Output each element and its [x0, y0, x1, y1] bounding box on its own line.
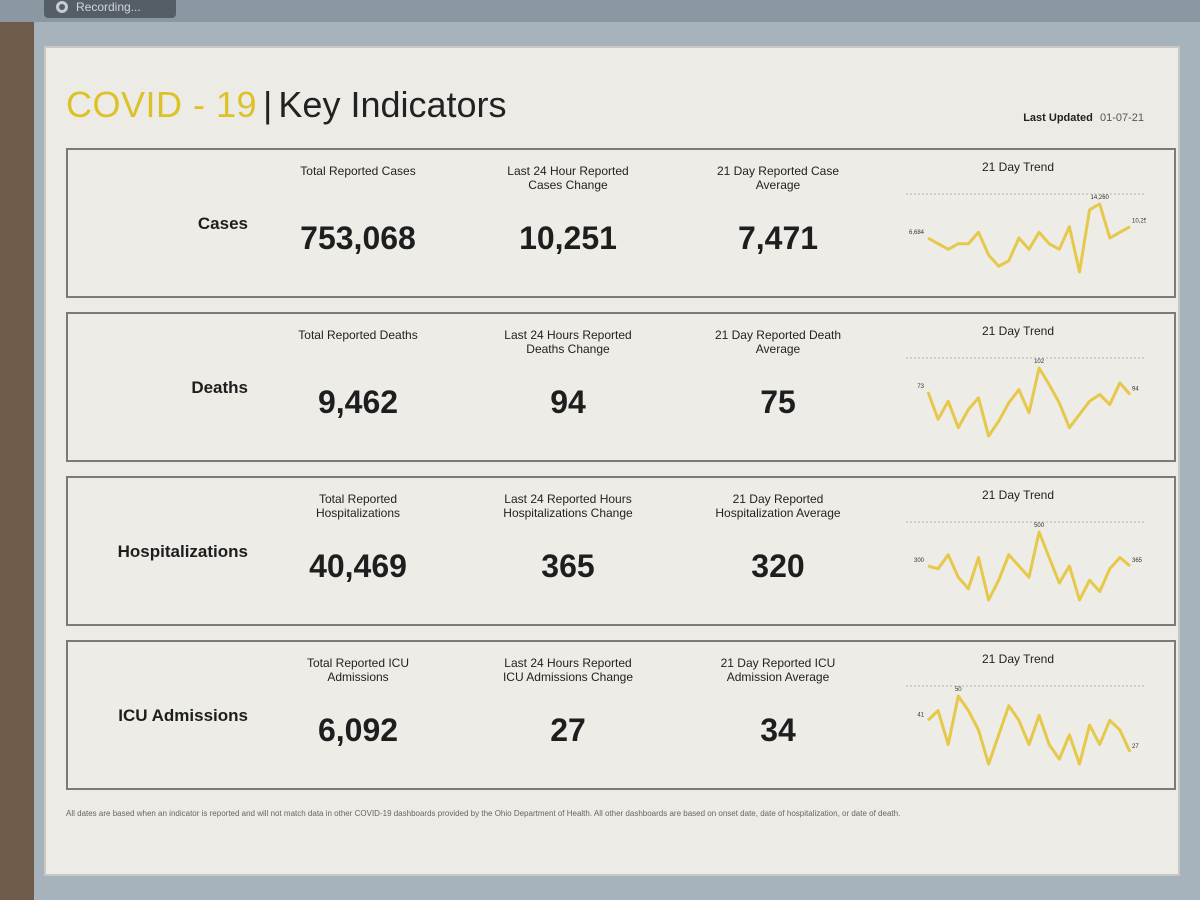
- trend-line: [926, 694, 1132, 766]
- trend-title: 21 Day Trend: [981, 324, 1055, 338]
- trend-start-label: 73: [917, 384, 924, 390]
- footnote: All dates are based when an indicator is…: [66, 809, 901, 818]
- recording-indicator[interactable]: Recording...: [44, 0, 176, 18]
- title-key-indicators: Key Indicators: [278, 84, 507, 125]
- indicator-panel-hospitalizations: Hospitalizations Total Reported Hospitaliz…: [66, 476, 1176, 626]
- metric-header: 21 Day Reported Hospitalization Average: [678, 492, 878, 520]
- indicator-panel-deaths: Deaths Total Reported Deaths 9,462 Last 24 …: [66, 312, 1176, 462]
- metric-value: 320: [751, 548, 805, 584]
- recording-label: Recording...: [76, 0, 141, 14]
- metric-header: 21 Day Reported ICU Admission Average: [678, 656, 878, 684]
- metric-header-line: Last 24 Hour Reported: [507, 164, 629, 178]
- trend-end-label: 27: [1132, 744, 1139, 750]
- metric-header-line: Average: [755, 342, 801, 356]
- metric-value: 753,068: [300, 220, 416, 256]
- trend-start-label: 6,684: [909, 230, 925, 236]
- metric-header: Total Reported Deaths: [258, 328, 458, 342]
- trend-title: 21 Day Trend: [981, 652, 1055, 666]
- metric-value: 365: [541, 548, 595, 584]
- title-separator: |: [263, 84, 273, 125]
- metric-header-line: 21 Day Reported: [732, 492, 824, 506]
- metric-header-line: Total Reported: [318, 492, 398, 506]
- trend-start-label: 41: [917, 712, 924, 718]
- metric-value: 9,462: [317, 384, 399, 420]
- metric-header: Last 24 Hour Reported Cases Change: [468, 164, 668, 192]
- indicator-panel-icu-admissions: ICU Admissions Total Reported ICU Admissio…: [66, 640, 1176, 790]
- metric-header-line: Last 24 Hours Reported: [504, 328, 632, 342]
- title-covid: COVID - 19: [66, 84, 258, 125]
- trend-peak-label: 500: [1034, 523, 1045, 529]
- metric-value: 40,469: [309, 548, 407, 584]
- trend-sparkline: 300 500 365: [906, 521, 1146, 602]
- metric-header-line: Average: [755, 178, 801, 192]
- trend-title: 21 Day Trend: [981, 488, 1055, 502]
- metric-header-line: Admissions: [327, 670, 389, 684]
- trend-line: [926, 366, 1132, 438]
- dashboard: COVID - 19 | Key Indicators Last Updated…: [44, 46, 1180, 876]
- metric-header-line: Total Reported Deaths: [298, 328, 418, 342]
- trend-line: [927, 202, 1131, 274]
- metric-header: 21 Day Reported Death Average: [678, 328, 878, 356]
- trend-line: [927, 530, 1131, 602]
- metric-value: 34: [760, 712, 796, 748]
- window-top-bar: Recording...: [0, 0, 1200, 22]
- panel-label: Cases: [197, 214, 248, 233]
- metric-header-line: Total Reported Cases: [300, 164, 416, 178]
- metric-value: 6,092: [317, 712, 399, 748]
- metric-header: 21 Day Reported Case Average: [678, 164, 878, 192]
- metric-header-line: Admission Average: [726, 670, 830, 684]
- metric-header-line: Hospitalizations: [315, 506, 401, 520]
- trend-title: 21 Day Trend: [981, 160, 1055, 174]
- metric-header-line: Cases Change: [528, 178, 608, 192]
- last-updated: Last Updated 01-07-21: [1023, 112, 1144, 124]
- last-updated-date: 01-07-21: [1099, 112, 1144, 124]
- panel-label: Hospitalizations: [117, 542, 248, 561]
- panel-label: Deaths: [191, 378, 248, 397]
- metric-value: 10,251: [519, 220, 617, 256]
- trend-sparkline: 41 50 27: [906, 685, 1146, 766]
- metric-header-line: Last 24 Hours Reported: [504, 656, 632, 670]
- metric-value: 7,471: [737, 220, 819, 256]
- indicator-panel-cases: Cases Total Reported Cases 753,068 Last 24 …: [66, 148, 1176, 298]
- last-updated-label: Last Updated: [1023, 112, 1093, 124]
- trend-peak-label: 102: [1034, 359, 1045, 365]
- trend-peak-label: 50: [955, 687, 962, 693]
- metric-header-line: Hospitalizations Change: [503, 506, 633, 520]
- screen-area: COVID - 19 | Key Indicators Last Updated…: [34, 22, 1200, 900]
- metric-value: 27: [550, 712, 586, 748]
- metric-header-line: 21 Day Reported Case: [716, 164, 840, 178]
- trend-peak-label: 14,260: [1091, 195, 1110, 201]
- panel-label: ICU Admissions: [118, 706, 248, 725]
- metric-value: 94: [550, 384, 586, 420]
- metric-header: Last 24 Hours Reported Deaths Change: [468, 328, 668, 356]
- metric-header-line: Last 24 Reported Hours: [504, 492, 632, 506]
- metric-header: Total Reported ICU Admissions: [258, 656, 458, 684]
- trend-sparkline: 6,684 14,260 10,251: [906, 193, 1146, 274]
- record-icon: [56, 1, 68, 13]
- metric-header-line: Hospitalization Average: [715, 506, 841, 520]
- trend-end-label: 94: [1132, 387, 1139, 393]
- metric-header: Total Reported Hospitalizations: [258, 492, 458, 520]
- metric-header-line: ICU Admissions Change: [502, 670, 634, 684]
- metric-header-line: Deaths Change: [526, 342, 610, 356]
- trend-end-label: 10,251: [1132, 219, 1146, 225]
- metric-header: Last 24 Hours Reported ICU Admissions Cha…: [468, 656, 668, 684]
- metric-header-line: 21 Day Reported Death: [714, 328, 842, 342]
- trend-start-label: 300: [914, 558, 925, 564]
- monitor-bezel: [0, 22, 34, 900]
- trend-end-label: 365: [1132, 558, 1143, 564]
- metric-header: Total Reported Cases: [258, 164, 458, 178]
- trend-sparkline: 73 102 94: [906, 357, 1146, 438]
- metric-header-line: Total Reported ICU: [306, 656, 410, 670]
- metric-header: Last 24 Reported Hours Hospitalizations C…: [468, 492, 668, 520]
- metric-value: 75: [760, 384, 796, 420]
- page-title: COVID - 19 | Key Indicators: [66, 84, 507, 126]
- metric-header-line: 21 Day Reported ICU: [720, 656, 836, 670]
